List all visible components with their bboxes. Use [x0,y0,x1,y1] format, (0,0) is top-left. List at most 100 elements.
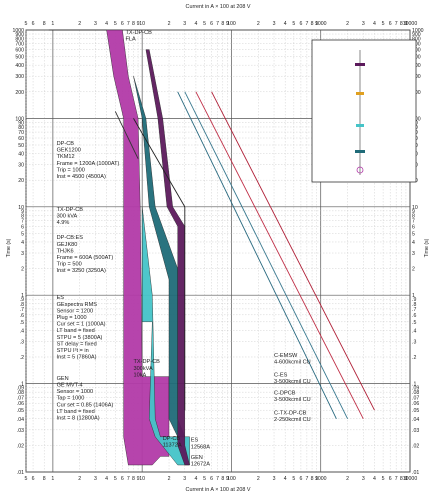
annotation-gen-ann: Cur set = 0.85 (1406A) [57,402,114,408]
annotation-dp-cb-ann: Frame = 1200A (1000AT) [57,161,120,167]
x-tick-label-bottom: 7 [127,476,130,482]
curve-bands [48,29,190,466]
y-tick-label-right: .9 [412,297,416,303]
annotation-tx2-ann: 10kA [134,372,147,378]
x-tick-label-top: 5 [25,21,28,27]
y-tick-label-right: .04 [412,417,419,423]
x-tick-label-top: 4 [284,21,287,27]
curve-dp-cb-lower-left [114,111,139,159]
annotation-dpes-ann: GEJK80 [57,242,78,248]
y-tick-label-right: 10 [412,205,418,211]
y-tick-label-right: 900 [412,32,421,38]
x-tick-label-bottom: 8 [221,476,224,482]
x-tick-label-top: 2 [78,21,81,27]
annotation-gen-ann: GE MVT-4 [57,383,83,389]
inset-device [355,150,365,153]
band-dp-cb [48,29,170,466]
y-tick-label-right: 6 [412,224,415,230]
x-tick-label-bottom: 8 [400,476,403,482]
y-tick-label-right: .6 [412,313,416,319]
x-tick-label-bottom: 2 [346,476,349,482]
y-tick-label-right: 3 [412,251,415,257]
annotation-dpcb-small: DP-CB [163,436,181,442]
x-tick-label-top: 3 [273,21,276,27]
annotation-dpes-ann: THJK6 [57,248,74,254]
y-tick-label-right: .5 [412,320,416,326]
inset-device [356,124,364,127]
x-tick-label-top: 10000 [403,21,418,27]
x-tick-label-bottom: 5 [382,476,385,482]
y-tick-label-left: 500 [15,55,24,61]
annotation-ces-ann: C-ES [274,373,288,379]
x-tick-label-top: 6 [210,21,213,27]
x-tick-label-top: 5 [114,21,117,27]
y-tick-label-left: .09 [17,386,24,392]
x-tick-label-bottom: 4 [194,476,197,482]
curve-c-dpcb [184,91,349,420]
x-tick-label-top: 2 [168,21,171,27]
y-tick-label-left: 700 [15,42,24,48]
curve-c-es [195,91,364,420]
annotation-es-ann: LT band = fixed [57,328,95,334]
annotation-tx-label: FLA [125,37,136,43]
annotation-es-ann: STPU = 5 (3800A) [57,335,103,341]
y-tick-label-right: .02 [412,443,419,449]
x-tick-label-top: 7 [305,21,308,27]
x-tick-label-top: 9 [404,21,407,27]
y-tick-label-left: .7 [20,307,24,313]
annotation-dp-cb-ann: Trip = 1000 [57,167,85,173]
y-tick-label-right: 4 [412,240,415,246]
x-tick-label-bottom: 7 [395,476,398,482]
y-tick-label-right: 1 [412,293,415,299]
annotation-gen-ann: LT band = fixed [57,409,95,415]
y-tick-label-left: .6 [20,313,24,319]
x-tick-label-bottom: 4 [105,476,108,482]
x-tick-label-top: 2 [257,21,260,27]
annotation-cdpcb-ann: C-DPCB [274,391,296,397]
one-line-diagram-inset [311,39,417,183]
y-tick-label-right: .1 [412,382,416,388]
x-tick-label-top: 1000 [315,21,327,27]
x-tick-label-top: 8 [132,21,135,27]
band-dp-cb-es [141,206,190,466]
y-tick-label-left: 90 [18,120,24,126]
y-tick-label-left: .01 [17,470,24,476]
band-tx-dp-cb [145,49,190,466]
x-tick-label-bottom: 1 [51,476,54,482]
x-tick-label-top: 8 [400,21,403,27]
annotation-dp-cb-ann: TKM12 [57,154,75,160]
y-tick-label-left: 900 [15,32,24,38]
annotation-dp-cb-ann: DP-CB [57,141,75,147]
x-tick-label-bottom: 6 [210,476,213,482]
x-tick-label-bottom: 8 [132,476,135,482]
y-tick-label-left: .07 [17,395,24,401]
annotation-es-ann: Cur set = 1 (1000A) [57,322,106,328]
y-tick-label-left: 800 [15,37,24,43]
annotation-cemsw-ann: C-EMSW [274,353,298,359]
x-tick-label-top: 100 [227,21,236,27]
y-tick-label-right: 8 [412,213,415,219]
annotation-ctx-ann: 2-250kcmil CU [274,417,311,423]
x-tick-label-bottom: 5 [292,476,295,482]
x-tick-label-top: 7 [395,21,398,27]
x-tick-label-bottom: 9 [315,476,318,482]
x-tick-label-bottom: 1000 [315,476,327,482]
x-tick-label-top: 4 [194,21,197,27]
y-tick-label-left: 400 [15,63,24,69]
y-tick-label-left: 20 [18,178,24,184]
y-tick-label-right: .4 [412,328,416,334]
y-tick-label-left: 7 [21,218,24,224]
x-tick-label-top: 10 [139,21,145,27]
annotation-dpcb-small: 11372A [163,443,182,449]
grid [25,29,411,473]
annotation-gen-ann: Sensor = 1000 [57,389,94,395]
annotation-gen-small: GEN [191,455,203,461]
x-tick-label-bottom: 9 [137,476,140,482]
y-tick-label-left: 1 [21,293,24,299]
x-tick-label-top: 8 [311,21,314,27]
annotation-ctx-ann: C-TX-DP-CB [274,410,307,416]
x-tick-label-top: 9 [226,21,229,27]
y-tick-label-left: .5 [20,320,24,326]
y-tick-label-left: .4 [20,328,24,334]
